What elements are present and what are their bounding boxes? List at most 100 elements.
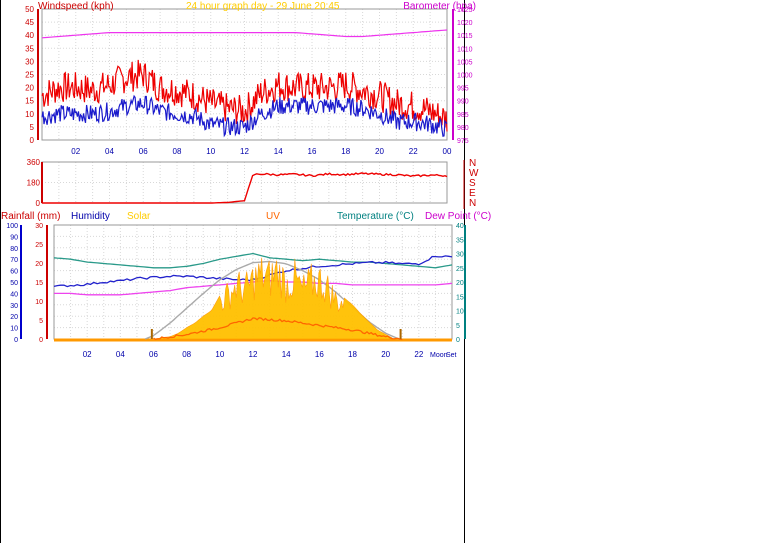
wind-x-tick: 06	[139, 147, 148, 156]
baro-y-tick: 995	[457, 86, 469, 93]
series-average-line	[41, 94, 448, 138]
rain-y-tick: 5	[39, 318, 43, 325]
temp-y-tick: 5	[456, 323, 460, 330]
set-label: Set	[446, 352, 457, 359]
humidity-y-tick: 90	[10, 234, 18, 241]
wind-y-tick: 20	[25, 84, 34, 93]
series-solar-area	[153, 257, 395, 340]
humidity-y-tick: 60	[10, 269, 18, 276]
wind-x-tick: 00	[443, 147, 452, 156]
legend-label: UV	[266, 211, 280, 222]
wind-y-tick: 40	[25, 31, 34, 40]
baro-y-tick: 1010	[457, 46, 473, 53]
rain-y-tick: 0	[39, 337, 43, 344]
wind-y-tick: 15	[25, 97, 34, 106]
wind-y-tick: 30	[25, 57, 34, 66]
legend-label: Solar	[127, 211, 151, 222]
compass-label: N	[469, 198, 476, 209]
direction-y-tick: 360	[27, 158, 41, 167]
wind-panel-plot-border	[41, 8, 448, 141]
humidity-y-tick: 30	[10, 303, 18, 310]
wind-x-tick: 12	[240, 147, 249, 156]
climate-x-tick: 22	[414, 350, 423, 359]
wind-y-tick: 25	[25, 71, 34, 80]
baro-y-tick: 1000	[457, 73, 473, 80]
humidity-y-tick: 20	[10, 314, 18, 321]
temp-y-tick: 20	[456, 280, 464, 287]
wind-chart-title: 24 hour graph day - 29 June 20:45	[186, 1, 340, 12]
climate-x-tick: 20	[381, 350, 390, 359]
climate-x-tick: 18	[348, 350, 357, 359]
climate-x-tick: 16	[315, 350, 324, 359]
temp-y-tick: 35	[456, 237, 464, 244]
wind-x-tick: 22	[409, 147, 418, 156]
legend-label: Humidity	[71, 211, 110, 222]
climate-x-tick: 10	[215, 350, 224, 359]
humidity-y-tick: 70	[10, 257, 18, 264]
wind-x-tick: 16	[308, 147, 317, 156]
direction-y-tick: 0	[36, 199, 41, 208]
humidity-y-tick: 100	[6, 223, 18, 230]
baro-y-tick: 1005	[457, 59, 473, 66]
rain-y-tick: 10	[35, 299, 43, 306]
wind-x-tick: 20	[375, 147, 384, 156]
wind-y-tick: 10	[25, 110, 34, 119]
baro-y-tick: 1020	[457, 20, 473, 27]
compass-label: W	[469, 168, 479, 179]
temp-y-tick: 25	[456, 266, 464, 273]
climate-x-tick: 12	[249, 350, 258, 359]
baro-y-tick: 1015	[457, 33, 473, 40]
temp-y-tick: 40	[456, 223, 464, 230]
series-temperature-line	[53, 252, 453, 269]
wind-y-tick: 5	[30, 123, 35, 132]
rain-y-tick: 20	[35, 261, 43, 268]
rain-y-tick: 15	[35, 280, 43, 287]
baro-y-tick: 985	[457, 112, 469, 119]
wind-y-tick: 50	[25, 5, 34, 14]
wind-x-tick: 14	[274, 147, 283, 156]
temp-y-tick: 15	[456, 294, 464, 301]
rain-y-tick: 30	[35, 223, 43, 230]
climate-x-tick: 04	[116, 350, 125, 359]
barometer-axis-title: Barometer (hpa)	[403, 1, 476, 12]
baro-y-tick: 1025	[457, 7, 473, 14]
wind-x-tick: 18	[341, 147, 350, 156]
compass-label: N	[469, 158, 476, 169]
rain-y-tick: 25	[35, 242, 43, 249]
compass-label: S	[469, 178, 476, 189]
baro-y-tick: 990	[457, 99, 469, 106]
climate-x-tick: 06	[149, 350, 158, 359]
wind-x-tick: 10	[206, 147, 215, 156]
series-uv-line	[153, 317, 403, 341]
humidity-y-tick: 80	[10, 246, 18, 253]
legend-label: Temperature (°C)	[337, 211, 414, 222]
humidity-y-tick: 40	[10, 291, 18, 298]
wind-y-tick: 35	[25, 44, 34, 53]
wind-x-tick: 02	[71, 147, 80, 156]
wind-y-tick: 45	[25, 18, 34, 27]
temp-y-tick: 0	[456, 337, 460, 344]
compass-label: E	[469, 188, 476, 199]
moon-label: Moon	[430, 352, 448, 359]
direction-y-tick: 180	[27, 179, 41, 188]
wind-axis-title: Windspeed (kph)	[38, 1, 114, 12]
climate-x-tick: 08	[182, 350, 191, 359]
wind-y-tick: 0	[30, 136, 35, 145]
climate-x-tick: 14	[282, 350, 291, 359]
humidity-y-tick: 0	[14, 337, 18, 344]
temp-y-tick: 30	[456, 252, 464, 259]
legend-label: Rainfall (mm)	[1, 211, 60, 222]
wind-x-tick: 08	[173, 147, 182, 156]
humidity-y-tick: 50	[10, 280, 18, 287]
temp-y-tick: 10	[456, 309, 464, 316]
wind-x-tick: 04	[105, 147, 114, 156]
humidity-y-tick: 10	[10, 326, 18, 333]
series-direction-line	[42, 172, 448, 204]
series-barometer-line	[41, 29, 448, 39]
climate-x-tick: 02	[83, 350, 92, 359]
baro-y-tick: 975	[457, 138, 469, 145]
series-gust-line	[41, 59, 448, 132]
baro-y-tick: 980	[457, 125, 469, 132]
legend-label: Dew Point (°C)	[425, 211, 491, 222]
